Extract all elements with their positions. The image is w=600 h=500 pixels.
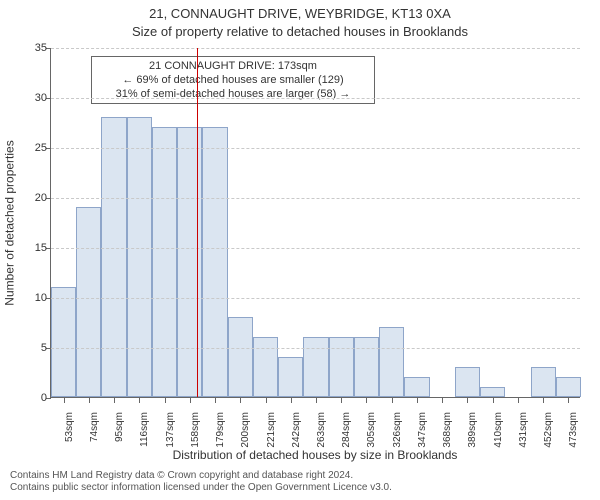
- xtick-mark: [139, 397, 140, 403]
- footer-line-1: Contains HM Land Registry data © Crown c…: [10, 470, 392, 482]
- bar: [253, 337, 278, 397]
- bar: [455, 367, 480, 397]
- chart-subtitle: Size of property relative to detached ho…: [0, 24, 600, 40]
- ytick-label: 5: [21, 342, 47, 354]
- plot-area: 21 CONNAUGHT DRIVE: 173sqm ← 69% of deta…: [50, 48, 580, 398]
- xtick-mark: [467, 397, 468, 403]
- xtick-mark: [366, 397, 367, 403]
- xtick-mark: [417, 397, 418, 403]
- xtick-mark: [392, 397, 393, 403]
- bar: [127, 117, 152, 397]
- xtick-mark: [518, 397, 519, 403]
- marker-line: [197, 48, 198, 397]
- gridline: [51, 148, 580, 149]
- gridline: [51, 198, 580, 199]
- y-axis-label: Number of detached properties: [2, 48, 18, 398]
- bar: [531, 367, 556, 397]
- bar: [228, 317, 253, 397]
- footer-line-2: Contains public sector information licen…: [10, 482, 392, 494]
- gridline: [51, 348, 580, 349]
- xtick-mark: [240, 397, 241, 403]
- xtick-mark: [568, 397, 569, 403]
- annotation-box: 21 CONNAUGHT DRIVE: 173sqm ← 69% of deta…: [91, 56, 375, 104]
- xtick-mark: [543, 397, 544, 403]
- chart-title: 21, CONNAUGHT DRIVE, WEYBRIDGE, KT13 0XA: [0, 6, 600, 22]
- xtick-mark: [291, 397, 292, 403]
- bar: [480, 387, 505, 397]
- bar: [51, 287, 76, 397]
- xtick-mark: [64, 397, 65, 403]
- gridline: [51, 98, 580, 99]
- gridline: [51, 248, 580, 249]
- xtick-mark: [190, 397, 191, 403]
- x-axis-label: Distribution of detached houses by size …: [50, 448, 580, 462]
- gridline: [51, 298, 580, 299]
- bar: [404, 377, 429, 397]
- xtick-mark: [493, 397, 494, 403]
- bar: [278, 357, 303, 397]
- ytick-label: 30: [21, 92, 47, 104]
- ytick-label: 15: [21, 242, 47, 254]
- bar: [152, 127, 177, 397]
- bar: [354, 337, 379, 397]
- xtick-mark: [266, 397, 267, 403]
- ytick-label: 0: [21, 392, 47, 404]
- xtick-mark: [215, 397, 216, 403]
- bar: [76, 207, 101, 397]
- bar: [329, 337, 354, 397]
- ytick-label: 10: [21, 292, 47, 304]
- ytick-label: 20: [21, 192, 47, 204]
- ytick-label: 35: [21, 42, 47, 54]
- annotation-line-2: ← 69% of detached houses are smaller (12…: [98, 73, 368, 87]
- bar: [303, 337, 328, 397]
- y-axis-label-text: Number of detached properties: [3, 140, 17, 305]
- footer-text: Contains HM Land Registry data © Crown c…: [10, 470, 392, 494]
- xtick-mark: [165, 397, 166, 403]
- bar: [177, 127, 202, 397]
- bar: [202, 127, 227, 397]
- xtick-mark: [89, 397, 90, 403]
- ytick-label: 25: [21, 142, 47, 154]
- gridline: [51, 48, 580, 49]
- bar: [379, 327, 404, 397]
- xtick-mark: [316, 397, 317, 403]
- xtick-mark: [442, 397, 443, 403]
- bar: [101, 117, 126, 397]
- bar: [556, 377, 581, 397]
- annotation-line-1: 21 CONNAUGHT DRIVE: 173sqm: [98, 59, 368, 73]
- xtick-mark: [114, 397, 115, 403]
- xtick-mark: [341, 397, 342, 403]
